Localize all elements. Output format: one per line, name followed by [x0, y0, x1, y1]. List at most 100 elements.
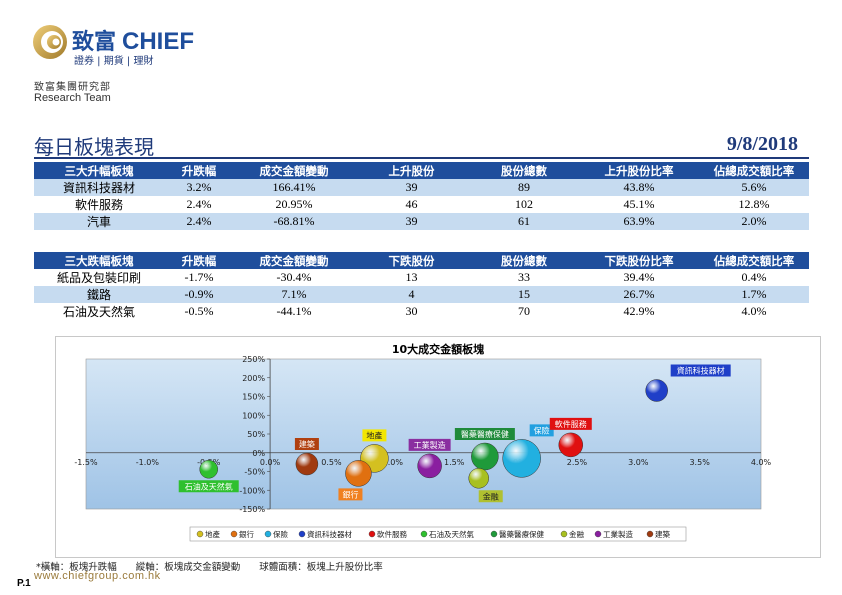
sector-name: 資訊科技器材: [34, 179, 164, 196]
table-cell: -1.7%: [164, 269, 234, 286]
header-cell: 上升股份比率: [579, 162, 699, 179]
bubble-chart-frame: 10大成交金額板塊-1.5%-1.0%-0.5%0.0%0.5%1.0%1.5%…: [55, 336, 821, 558]
header-cell: 成交金額變動: [234, 252, 354, 269]
header-cell: 佔總成交額比率: [699, 252, 809, 269]
table-cell: 2.0%: [699, 213, 809, 230]
bubble-point: [345, 460, 372, 487]
bubble-label-box: [408, 438, 451, 451]
legend-label: 金融: [569, 529, 584, 539]
legend-label: 保險: [273, 529, 288, 539]
table-row: 資訊科技器材 3.2% 166.41% 39 89 43.8% 5.6%: [34, 179, 809, 196]
legend-marker: [560, 530, 568, 538]
table-cell: -0.9%: [164, 286, 234, 303]
table-cell: 7.1%: [234, 286, 354, 303]
bubble-point: [502, 439, 541, 478]
x-tick-label: 4.0%: [751, 458, 772, 467]
header-cell: 下跌股份比率: [579, 252, 699, 269]
legend-label: 軟件服務: [377, 529, 407, 539]
bubble-point: [295, 452, 319, 476]
bubble-point: [645, 379, 668, 402]
y-tick-label: -50%: [244, 468, 265, 477]
sector-name: 汽車: [34, 213, 164, 230]
brand-tagline: 證券 | 期貨 | 理財: [74, 54, 153, 67]
y-tick-label: -100%: [239, 486, 265, 495]
chart-title: 10大成交金額板塊: [392, 342, 484, 356]
brand-name-cn: 致富: [72, 29, 116, 55]
website-link[interactable]: www.chiefgroup.com.hk: [34, 570, 161, 582]
sector-name: 紙品及包裝印刷: [34, 269, 164, 286]
legend: [189, 526, 687, 542]
bubble-label-box: [362, 429, 387, 442]
table-header-row: 三大升幅板塊 升跌幅 成交金額變動 上升股份 股份總數 上升股份比率 佔總成交額…: [34, 162, 809, 179]
report-date: 9/8/2018: [726, 133, 798, 155]
bubble-point: [471, 442, 499, 471]
bubble-chart: 10大成交金額板塊-1.5%-1.0%-0.5%0.0%0.5%1.0%1.5%…: [74, 342, 772, 542]
bubble-label-box: [670, 364, 731, 377]
table-cell: 166.41%: [234, 179, 354, 196]
y-tick-label: 100%: [242, 411, 265, 420]
top-losers-table: 三大跌幅板塊 升跌幅 成交金額變動 下跌股份 股份總數 下跌股份比率 佔總成交額…: [34, 252, 809, 320]
legend-marker: [264, 530, 272, 538]
sector-name: 石油及天然氣: [34, 303, 164, 320]
y-tick-label: 150%: [242, 393, 265, 402]
table-cell: 89: [469, 179, 579, 196]
table-header-row: 三大跌幅板塊 升跌幅 成交金額變動 下跌股份 股份總數 下跌股份比率 佔總成交額…: [34, 252, 809, 269]
bubble-label-box: [529, 424, 554, 437]
table-cell: 13: [354, 269, 469, 286]
header-cell: 股份總數: [469, 162, 579, 179]
y-tick-label: -150%: [239, 505, 265, 514]
bubble-label: 金融: [483, 491, 499, 501]
legend-marker: [646, 530, 654, 538]
bubble-label-box: [294, 438, 319, 450]
table-cell: -0.5%: [164, 303, 234, 320]
bubble-label: 地產: [366, 430, 382, 440]
table-cell: 3.2%: [164, 179, 234, 196]
x-tick-label: 3.0%: [628, 458, 649, 467]
table-cell: 43.8%: [579, 179, 699, 196]
bubble-label: 建築: [299, 439, 315, 449]
chief-logo: 致富 CHIEF 證券 | 期貨 | 理財: [33, 25, 194, 67]
table-cell: 39: [354, 213, 469, 230]
chart-footnote: *橫軸：板塊升跌幅 縱軸：板塊成交金額變動 球體面積：板塊上升股份比率: [36, 562, 383, 573]
table-cell: 39.4%: [579, 269, 699, 286]
table-cell: 0.4%: [699, 269, 809, 286]
header-cell: 升跌幅: [164, 252, 234, 269]
x-tick-label: 0.0%: [260, 458, 281, 467]
department-name: 致富集團研究部: [34, 82, 111, 93]
legend-label: 醫藥醫療保健: [499, 529, 544, 539]
bubble-label: 石油及天然氣: [185, 481, 233, 491]
bubble-point: [468, 468, 489, 489]
table-cell: 2.4%: [164, 196, 234, 213]
brand-name-en: CHIEF: [122, 28, 194, 55]
table-cell: -68.81%: [234, 213, 354, 230]
bubble-label: 保險: [534, 425, 550, 435]
header-cell: 下跌股份: [354, 252, 469, 269]
bubble-point: [417, 453, 442, 479]
bubble-label-box: [454, 428, 515, 440]
x-tick-label: 1.0%: [383, 458, 404, 467]
table-row: 汽車 2.4% -68.81% 39 61 63.9% 2.0%: [34, 213, 809, 230]
bubble-label: 醫藥醫療保健: [461, 429, 509, 439]
table-cell: 39: [354, 179, 469, 196]
legend-label: 銀行: [239, 529, 254, 539]
legend-marker: [298, 530, 306, 538]
table-cell: 102: [469, 196, 579, 213]
x-tick-label: 3.5%: [689, 458, 710, 467]
x-tick-label: -1.5%: [74, 458, 98, 467]
x-tick-label: 0.5%: [321, 458, 342, 467]
y-tick-label: 200%: [242, 374, 265, 383]
legend-marker: [490, 530, 498, 538]
legend-label: 建築: [655, 529, 670, 539]
header-cell: 股份總數: [469, 252, 579, 269]
y-tick-label: 50%: [247, 430, 265, 439]
legend-label: 工業製造: [603, 529, 633, 539]
bubble-point: [199, 460, 218, 479]
table-row: 軟件服務 2.4% 20.95% 46 102 45.1% 12.8%: [34, 196, 809, 213]
legend-marker: [196, 530, 204, 538]
table-cell: 61: [469, 213, 579, 230]
table-cell: 63.9%: [579, 213, 699, 230]
sector-name: 鐵路: [34, 286, 164, 303]
bubble-point: [558, 432, 584, 458]
table-row: 鐵路 -0.9% 7.1% 4 15 26.7% 1.7%: [34, 286, 809, 303]
table-cell: -30.4%: [234, 269, 354, 286]
